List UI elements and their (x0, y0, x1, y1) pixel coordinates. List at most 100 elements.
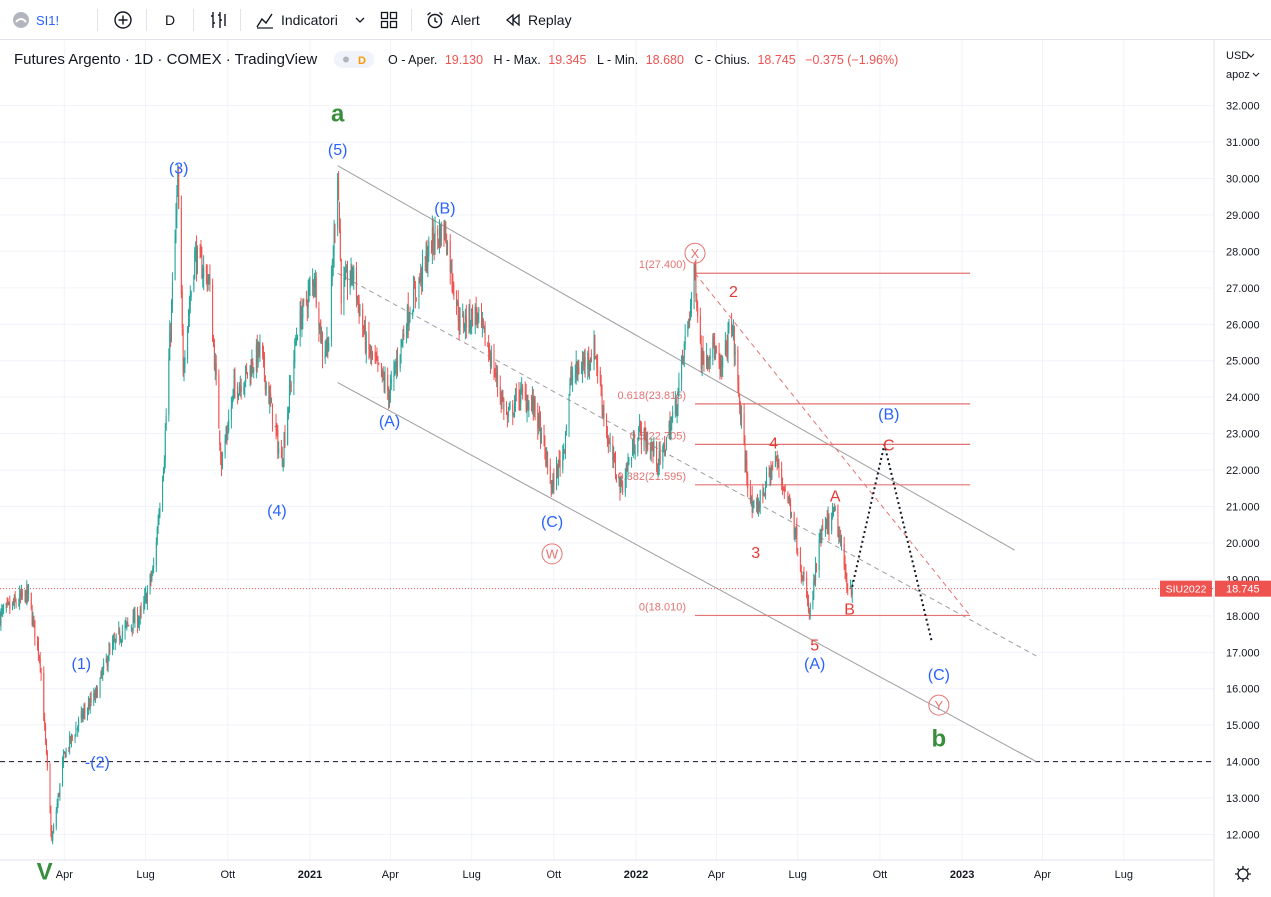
candle-body (847, 589, 849, 591)
candle-body (520, 387, 522, 403)
currency-selector[interactable]: USD (1226, 50, 1249, 62)
candle-body (451, 263, 453, 282)
wave-circle (928, 694, 950, 716)
indicators-button[interactable]: Indicatori (255, 0, 338, 40)
status-pill[interactable] (334, 51, 374, 68)
wave-labels: V(1)-(2)(3)(4)(5)a(A)(B)(C)WX2345(A)AB(B… (37, 101, 950, 886)
candle-body (524, 392, 526, 395)
candle-body (270, 394, 272, 403)
price-scale[interactable] (1214, 40, 1271, 897)
symbol-logo-icon (13, 12, 29, 28)
candle-body (834, 506, 836, 511)
toolbar-divider (411, 9, 412, 31)
fib-trend-dashed-line[interactable] (694, 272, 971, 617)
candle-body (321, 338, 323, 342)
interval-button[interactable]: D (165, 0, 175, 40)
candle-body (201, 256, 203, 278)
candle-body (351, 264, 353, 279)
candle-body (765, 472, 767, 486)
candle-body (715, 350, 717, 358)
candle-body (244, 382, 246, 387)
candle-body (663, 443, 665, 447)
candle-body (5, 603, 7, 609)
candle-body (120, 639, 122, 642)
candle-body (3, 609, 5, 611)
candle-body (753, 505, 755, 509)
candle-body (278, 448, 280, 453)
candle-body (789, 495, 791, 504)
candle-body (28, 591, 30, 594)
candle-body (108, 649, 110, 661)
settings-gear-icon[interactable] (1235, 866, 1251, 882)
candle-body (349, 280, 351, 289)
projection-dotted-path[interactable] (851, 444, 933, 642)
alert-button[interactable]: Alert (425, 0, 480, 40)
candle-body (224, 440, 226, 455)
candle-body (194, 250, 196, 278)
indicators-dropdown-button[interactable] (354, 0, 366, 40)
candle-body (264, 375, 266, 390)
candle-body (151, 574, 153, 580)
candle-body (196, 247, 198, 274)
candle-body (578, 367, 580, 375)
channel-line[interactable] (337, 382, 1037, 763)
candle-body (688, 319, 690, 325)
layout-button[interactable] (380, 0, 398, 40)
candle-body (659, 449, 661, 464)
candle-body (371, 346, 373, 356)
wave-label: Y (935, 698, 944, 713)
candle-body (245, 367, 247, 383)
candle-body (226, 433, 228, 435)
candle-body (564, 450, 566, 451)
candle-body (756, 500, 758, 505)
channel-line[interactable] (337, 272, 1037, 657)
candle-body (559, 460, 561, 467)
candle-body (693, 267, 695, 299)
compare-add-button[interactable] (113, 0, 133, 40)
candle-body (14, 595, 16, 601)
candle-body (206, 273, 208, 287)
projection-path[interactable] (851, 444, 933, 642)
candle-body (120, 639, 122, 641)
replay-button[interactable]: Replay (504, 0, 572, 40)
symbol-search-button[interactable]: SI1! (12, 0, 59, 40)
candle-body (319, 323, 321, 329)
candle-body (501, 396, 503, 402)
candle-body (620, 478, 622, 493)
chart-type-button[interactable] (208, 0, 228, 40)
candle-body (202, 274, 204, 279)
price-tick-label: 28.000 (1226, 246, 1260, 258)
candle-body (526, 401, 528, 413)
candle-body (647, 440, 649, 451)
candle-body (782, 481, 784, 485)
candle-body (213, 343, 215, 370)
scale-mode-selector[interactable]: apoz (1226, 69, 1250, 81)
candle-body (549, 466, 551, 484)
channel-line[interactable] (337, 165, 1016, 551)
candle-body (246, 368, 248, 371)
candle-body (52, 833, 54, 842)
candle-body (426, 250, 428, 268)
price-chart[interactable]: 1(27.400)0.618(23.815)0.5(22.705)0.382(2… (0, 40, 1271, 897)
candle-body (801, 576, 803, 581)
high-value: 19.345 (548, 53, 586, 67)
candle-body (359, 311, 361, 317)
candle-body (288, 407, 290, 414)
candle-body (7, 601, 9, 603)
price-tick-label: 29.000 (1226, 210, 1260, 222)
candle-body (450, 261, 452, 271)
candle-body (818, 539, 820, 571)
candle-body (437, 228, 439, 237)
candle-body (269, 395, 271, 404)
candle-body (650, 447, 652, 452)
candle-body (594, 340, 596, 359)
candle-body (209, 277, 211, 285)
candle-body (762, 490, 764, 495)
candle-body (740, 414, 742, 421)
time-ticks[interactable]: Apr Lug Ott 2021 Apr Lug Ott 2022 Apr Lug Ott 2023 A… (56, 869, 1133, 881)
trend-channel (337, 165, 1037, 763)
candle-body (378, 362, 380, 364)
candle-body (106, 657, 108, 667)
candle-body (271, 403, 273, 426)
chevron-down-icon (1252, 72, 1260, 77)
